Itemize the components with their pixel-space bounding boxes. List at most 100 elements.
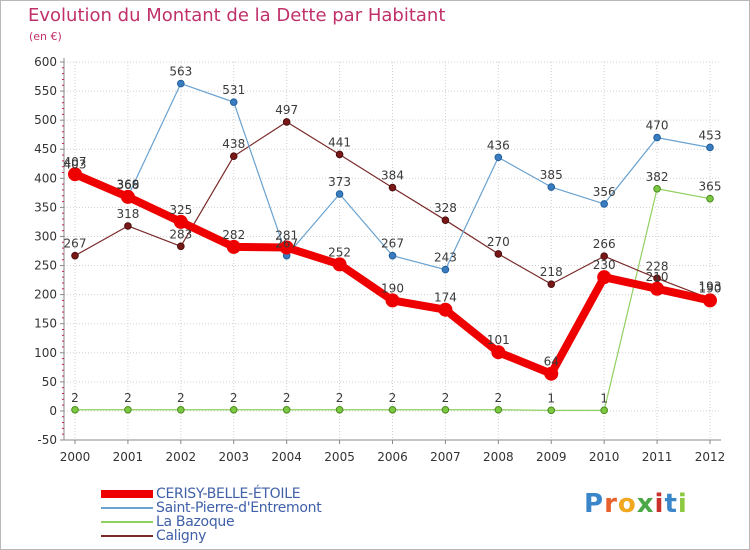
- data-point: [597, 270, 612, 285]
- data-label: 369: [116, 177, 139, 191]
- data-point: [229, 405, 238, 414]
- x-tick-label: 2006: [377, 450, 408, 464]
- data-label: 2: [177, 391, 185, 405]
- data-label: 267: [381, 237, 404, 251]
- data-label: 230: [593, 258, 616, 272]
- data-point: [335, 150, 344, 159]
- data-label: 2: [389, 391, 397, 405]
- data-point: [68, 167, 82, 182]
- y-tick-label: 600: [34, 55, 57, 69]
- y-tick-label: 150: [34, 317, 57, 331]
- data-point: [388, 405, 397, 414]
- data-label: 384: [381, 169, 404, 183]
- data-label: 366: [116, 178, 139, 192]
- data-point: [173, 214, 188, 229]
- data-label: 218: [540, 265, 563, 279]
- data-point: [177, 79, 185, 88]
- y-tick-label: 50: [42, 375, 57, 389]
- data-point: [71, 251, 79, 260]
- y-tick-label: 0: [49, 404, 57, 418]
- data-point: [653, 274, 661, 283]
- unit-label: (en €): [29, 30, 62, 43]
- data-label: 403: [64, 158, 87, 172]
- data-label: 270: [487, 235, 510, 249]
- y-tick-label: 450: [34, 142, 57, 156]
- legend-label: La Bazoque: [156, 514, 235, 530]
- data-label: 2: [442, 391, 450, 405]
- data-label: 325: [169, 203, 192, 217]
- legend-swatch: [101, 507, 153, 509]
- data-label: 267: [64, 237, 87, 251]
- data-label: 64: [544, 355, 559, 369]
- data-point: [494, 405, 503, 414]
- data-label: 531: [222, 83, 245, 97]
- x-tick-label: 2002: [166, 450, 197, 464]
- data-label: 373: [328, 175, 351, 189]
- data-point: [441, 216, 450, 224]
- data-label: 101: [487, 333, 510, 347]
- x-tick-label: 2012: [695, 450, 726, 464]
- y-tick-label: 100: [34, 346, 57, 360]
- x-tick-label: 2005: [324, 450, 355, 464]
- data-label: 1: [547, 391, 555, 405]
- grid: [64, 61, 721, 441]
- y-tick-label: 550: [34, 84, 57, 98]
- chart-title: Evolution du Montant de la Dette par Hab…: [28, 5, 446, 26]
- data-label: 365: [699, 180, 722, 194]
- logo-letter: x: [636, 489, 655, 519]
- data-point: [494, 250, 503, 258]
- data-label: 243: [434, 251, 457, 265]
- x-tick-label: 2001: [113, 450, 144, 464]
- data-label: 470: [646, 119, 669, 133]
- data-label: 190: [699, 281, 722, 295]
- data-label: 2: [230, 391, 238, 405]
- logo-letter: r: [604, 489, 618, 519]
- legend-swatch: [101, 490, 153, 498]
- data-point: [441, 265, 450, 274]
- data-point: [229, 98, 238, 106]
- data-point: [491, 345, 506, 360]
- y-tick-label: -50: [37, 433, 57, 447]
- data-point: [388, 183, 397, 192]
- data-point: [335, 190, 344, 198]
- data-label: 266: [593, 237, 616, 251]
- data-point: [441, 405, 450, 414]
- data-point: [279, 240, 294, 255]
- x-tick-label: 2008: [483, 450, 514, 464]
- y-tick-label: 250: [34, 259, 57, 273]
- data-label: 283: [169, 227, 192, 241]
- data-point: [332, 257, 347, 272]
- data-labels: 403 369 563 531 267 373 267 243 436 385 356 470 453 2…: [64, 65, 722, 406]
- data-point: [177, 242, 185, 251]
- data-label: 210: [646, 270, 669, 284]
- data-label: 252: [328, 245, 351, 259]
- logo-letter: t: [664, 489, 678, 519]
- logo-letter: P: [584, 489, 605, 519]
- data-label: 2: [283, 391, 291, 405]
- logo-letter: o: [617, 489, 637, 519]
- data-point: [177, 405, 185, 414]
- data-point: [547, 406, 556, 415]
- data-point: [600, 200, 608, 208]
- data-label: 281: [275, 229, 298, 243]
- data-label: 2: [124, 391, 132, 405]
- axes: -50 0 50 100 150 200 250 300 350 400 450 500 550 600 2…: [34, 55, 725, 464]
- data-label: 356: [593, 185, 616, 199]
- data-label: 267: [275, 237, 298, 251]
- data-label: 1: [600, 391, 608, 405]
- data-point: [120, 189, 135, 204]
- data-point: [703, 293, 717, 308]
- x-tick-label: 2011: [642, 450, 673, 464]
- data-label: 563: [169, 65, 192, 79]
- data-label: 441: [328, 135, 351, 149]
- x-tick-label: 2000: [60, 450, 91, 464]
- data-label: 174: [434, 291, 457, 305]
- data-label: 453: [699, 128, 722, 142]
- y-tick-label: 500: [34, 113, 57, 127]
- data-point: [388, 251, 397, 260]
- legend-label: Saint-Pierre-d'Entremont: [156, 500, 322, 516]
- data-point: [653, 184, 661, 193]
- data-point: [226, 239, 241, 254]
- data-point: [71, 405, 79, 414]
